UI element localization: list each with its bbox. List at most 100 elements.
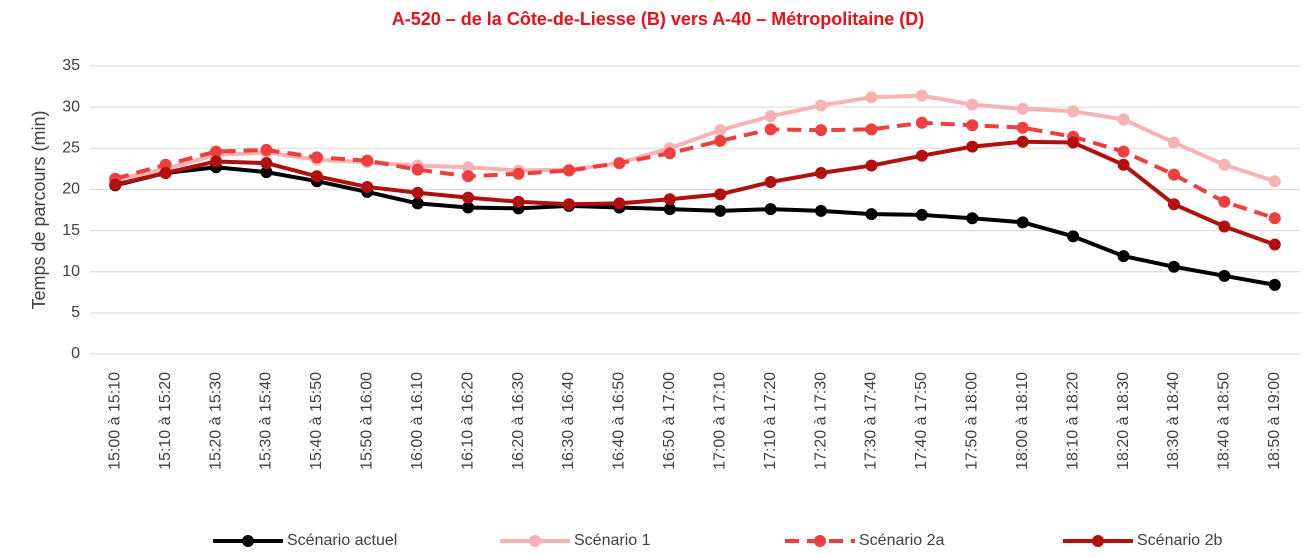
point bbox=[462, 201, 475, 214]
x-tick-label: 18:30 à 18:40 bbox=[1165, 372, 1182, 470]
point bbox=[1117, 113, 1130, 126]
point bbox=[1117, 158, 1130, 171]
point bbox=[512, 195, 525, 208]
point bbox=[512, 167, 525, 180]
y-tick-label: 15 bbox=[62, 222, 80, 239]
x-tick-label: 17:50 à 18:00 bbox=[964, 372, 981, 470]
x-tick-label: 16:10 à 16:20 bbox=[459, 372, 476, 470]
point bbox=[462, 170, 475, 183]
point bbox=[815, 124, 828, 137]
point bbox=[562, 164, 575, 177]
x-tick-label: 17:20 à 17:30 bbox=[812, 372, 829, 470]
point bbox=[865, 123, 878, 136]
point bbox=[613, 157, 626, 170]
point bbox=[1067, 230, 1080, 243]
legend-label: Scénario 2b bbox=[1137, 532, 1222, 549]
legend-label: Scénario actuel bbox=[287, 532, 397, 549]
point bbox=[1016, 102, 1029, 115]
point bbox=[1016, 135, 1029, 148]
x-tick-label: 17:00 à 17:10 bbox=[711, 372, 728, 470]
legend-marker bbox=[814, 535, 826, 547]
legend-marker bbox=[529, 535, 541, 547]
point bbox=[915, 149, 928, 162]
point bbox=[260, 143, 273, 156]
point bbox=[1117, 145, 1130, 158]
point bbox=[663, 193, 676, 206]
point bbox=[966, 140, 979, 153]
point bbox=[865, 159, 878, 172]
point bbox=[109, 178, 122, 191]
point bbox=[361, 180, 374, 193]
chart-title: A-520 – de la Côte-de-Liesse (B) vers A-… bbox=[392, 9, 924, 29]
point bbox=[1067, 136, 1080, 149]
point bbox=[764, 110, 777, 123]
point bbox=[1167, 260, 1180, 273]
point bbox=[915, 208, 928, 221]
point bbox=[915, 116, 928, 129]
point bbox=[915, 89, 928, 102]
x-tick-label: 15:00 à 15:10 bbox=[106, 372, 123, 470]
point bbox=[815, 204, 828, 217]
x-tick-label: 15:20 à 15:30 bbox=[207, 372, 224, 470]
x-tick-label: 15:50 à 16:00 bbox=[359, 372, 376, 470]
point bbox=[1016, 216, 1029, 229]
y-tick-label: 10 bbox=[62, 263, 80, 280]
point bbox=[310, 151, 323, 164]
legend-label: Scénario 2a bbox=[859, 532, 944, 549]
point bbox=[1218, 195, 1231, 208]
x-tick-label: 16:40 à 16:50 bbox=[611, 372, 628, 470]
point bbox=[462, 161, 475, 174]
point bbox=[562, 198, 575, 211]
y-tick-label: 35 bbox=[62, 57, 80, 74]
point bbox=[966, 98, 979, 111]
y-axis-label: Temps de parcours (min) bbox=[29, 110, 49, 309]
y-tick-label: 0 bbox=[71, 345, 80, 362]
point bbox=[1016, 121, 1029, 134]
point bbox=[865, 208, 878, 221]
legend-marker bbox=[1092, 535, 1104, 547]
legend-marker bbox=[242, 535, 254, 547]
point bbox=[966, 119, 979, 132]
point bbox=[764, 123, 777, 136]
point bbox=[1218, 269, 1231, 282]
point bbox=[815, 99, 828, 112]
y-tick-label: 20 bbox=[62, 181, 80, 198]
series-line bbox=[114, 165, 1276, 287]
series-line bbox=[114, 139, 1276, 247]
point bbox=[462, 191, 475, 204]
point bbox=[260, 166, 273, 179]
point bbox=[1268, 175, 1281, 188]
point bbox=[260, 157, 273, 170]
point bbox=[411, 186, 424, 199]
point bbox=[1167, 198, 1180, 211]
x-tick-label: 18:10 à 18:20 bbox=[1064, 372, 1081, 470]
point bbox=[411, 197, 424, 210]
point bbox=[613, 197, 626, 210]
point bbox=[714, 204, 727, 217]
point bbox=[1268, 278, 1281, 291]
point bbox=[1268, 212, 1281, 225]
point bbox=[159, 158, 172, 171]
point bbox=[815, 166, 828, 179]
point bbox=[1218, 158, 1231, 171]
point bbox=[764, 176, 777, 189]
point bbox=[714, 124, 727, 137]
point bbox=[1067, 105, 1080, 118]
x-tick-label: 15:30 à 15:40 bbox=[258, 372, 275, 470]
point bbox=[764, 203, 777, 216]
x-tick-label: 17:10 à 17:20 bbox=[762, 372, 779, 470]
x-tick-label: 18:00 à 18:10 bbox=[1014, 372, 1031, 470]
y-tick-label: 25 bbox=[62, 140, 80, 157]
y-tick-label: 30 bbox=[62, 98, 80, 115]
x-tick-label: 15:10 à 15:20 bbox=[157, 372, 174, 470]
x-tick-label: 18:40 à 18:50 bbox=[1216, 372, 1233, 470]
x-tick-label: 18:20 à 18:30 bbox=[1115, 372, 1132, 470]
point bbox=[714, 188, 727, 201]
y-tick-label: 5 bbox=[71, 304, 80, 321]
point bbox=[1167, 168, 1180, 181]
point bbox=[1218, 220, 1231, 233]
series-line bbox=[114, 93, 1276, 184]
x-tick-label: 16:00 à 16:10 bbox=[409, 372, 426, 470]
x-tick-label: 16:50 à 17:00 bbox=[661, 372, 678, 470]
